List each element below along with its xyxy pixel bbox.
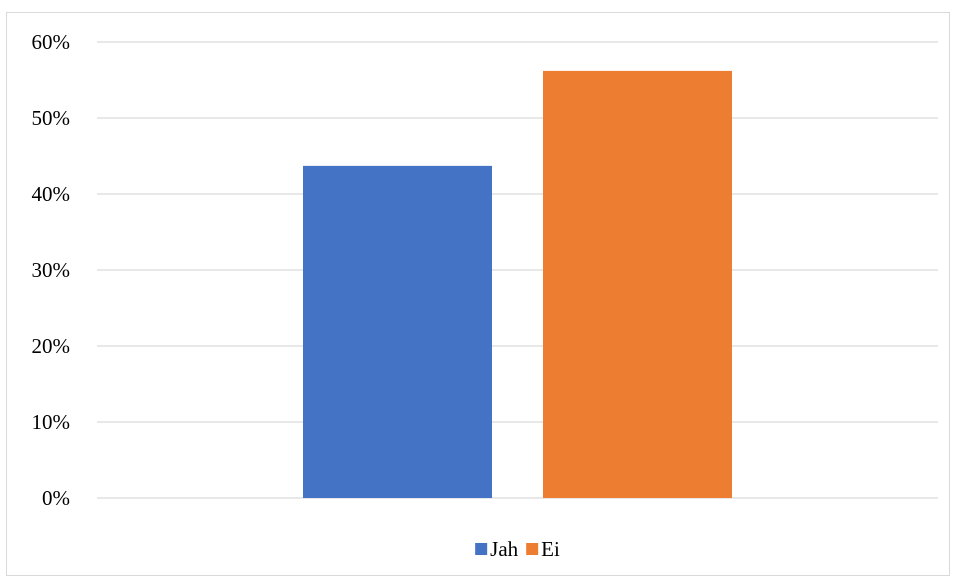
gridlines (97, 41, 938, 499)
y-axis-tick-labels: 0% 10% 20% 30% 40% 50% 60% (32, 30, 71, 510)
legend: Jah Ei (475, 537, 560, 561)
bar-jah (303, 165, 492, 498)
y-tick-label: 50% (32, 106, 71, 130)
legend-label-jah: Jah (490, 537, 518, 561)
y-tick-label: 30% (32, 258, 71, 282)
bar-ei (543, 70, 732, 498)
y-tick-label: 60% (32, 30, 71, 54)
y-tick-label: 0% (42, 486, 70, 510)
y-tick-label: 40% (32, 182, 71, 206)
bars (303, 70, 732, 498)
y-tick-label: 20% (32, 334, 71, 358)
legend-swatch-jah (475, 543, 488, 555)
legend-label-ei: Ei (541, 537, 560, 561)
legend-swatch-ei (526, 543, 539, 555)
y-tick-label: 10% (32, 410, 71, 434)
